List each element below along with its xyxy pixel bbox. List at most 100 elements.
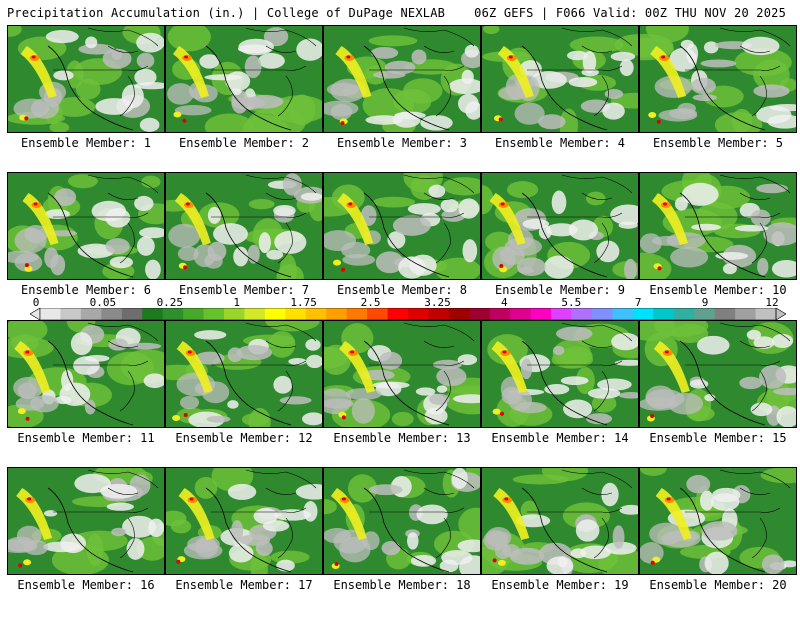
precip-map-canvas	[482, 173, 638, 279]
dry-area	[134, 82, 164, 90]
dry-area	[570, 548, 587, 559]
dry-area	[458, 198, 480, 219]
dry-area	[440, 198, 459, 213]
dry-area	[324, 527, 352, 544]
dry-area	[238, 38, 274, 56]
country-border	[369, 360, 465, 366]
coastline	[435, 370, 451, 412]
ensemble-panel: Ensemble Member: 13	[323, 320, 481, 480]
precip-map	[481, 320, 639, 428]
dry-area	[266, 249, 284, 260]
extreme-precip-core	[664, 350, 669, 354]
dry-area	[45, 30, 79, 44]
coastline	[245, 27, 317, 53]
coastline	[719, 322, 791, 348]
coastline	[363, 192, 450, 278]
precip-map	[323, 320, 481, 428]
dry-area	[553, 345, 565, 356]
colorbar-tick-label: 1.75	[290, 296, 317, 309]
precip-map-canvas	[324, 468, 480, 574]
dry-area	[282, 173, 302, 196]
dry-area	[179, 395, 200, 410]
dry-area	[44, 247, 59, 269]
member-caption: Ensemble Member: 11	[17, 431, 155, 445]
dry-area	[759, 365, 787, 389]
colorbar-tick-label: 0	[32, 296, 40, 309]
dry-area	[756, 183, 788, 194]
extreme-precip-spot	[24, 263, 29, 268]
colorbar-segment	[592, 308, 613, 320]
ensemble-panel: Ensemble Member: 15	[639, 320, 797, 480]
dry-area	[279, 396, 312, 405]
colorbar-segment	[101, 308, 123, 320]
coastline	[521, 487, 608, 573]
dry-area	[306, 354, 322, 369]
coastline	[403, 469, 475, 495]
ensemble-panel: Ensemble Member: 12	[165, 320, 323, 480]
heavy-precip-band	[491, 341, 528, 393]
dry-area	[773, 387, 796, 396]
colorbar-segment	[510, 308, 532, 320]
dry-area	[387, 231, 406, 249]
dry-area	[757, 257, 769, 276]
member-caption: Ensemble Member: 12	[175, 431, 313, 445]
precip-map-canvas	[640, 321, 796, 427]
member-caption: Ensemble Member: 14	[491, 431, 629, 445]
dry-area	[551, 190, 567, 215]
colorbar-segment	[264, 308, 286, 320]
dry-area	[681, 182, 719, 206]
precip-map-canvas	[166, 173, 322, 279]
dry-area	[704, 551, 729, 574]
colorbar-segment	[367, 308, 389, 320]
dry-area	[696, 335, 730, 355]
moderate-precip-area	[136, 536, 164, 561]
extreme-precip-core	[662, 202, 667, 206]
extreme-precip-spot	[183, 265, 188, 270]
dry-area	[530, 71, 567, 89]
coastline	[561, 174, 633, 200]
coastline	[521, 340, 608, 426]
colorbar-tick-label: 12	[765, 296, 779, 309]
moderate-precip-area	[347, 474, 378, 503]
dry-area	[581, 68, 599, 77]
colorbar-segment	[346, 308, 368, 320]
dry-area	[624, 258, 637, 279]
colorbar-segment	[673, 308, 695, 320]
heavy-precip-band	[14, 341, 51, 393]
dry-area	[451, 468, 468, 489]
dry-area	[213, 223, 248, 245]
coastline	[205, 45, 292, 131]
colorbar-tick-label: 2.5	[360, 296, 381, 309]
moderate-precip-area	[734, 48, 792, 77]
coastline	[205, 487, 292, 573]
coastline	[751, 222, 767, 264]
dry-area	[105, 238, 130, 255]
heavy-precip-band	[493, 488, 530, 540]
precip-map-canvas	[166, 26, 322, 132]
dry-area	[368, 484, 403, 496]
dry-area	[43, 510, 58, 517]
heavy-precip-band	[653, 341, 690, 393]
dry-area	[370, 46, 399, 59]
dry-area	[236, 345, 273, 361]
moderate-precip-area	[141, 175, 161, 189]
coastline	[561, 469, 633, 495]
dry-area	[567, 50, 588, 61]
precip-map-canvas	[324, 26, 480, 132]
moderate-precip-area	[640, 468, 667, 476]
dry-area	[619, 504, 638, 515]
dry-area	[763, 222, 796, 246]
coastline	[403, 27, 475, 53]
dry-area	[514, 102, 545, 125]
dry-area	[296, 38, 322, 61]
precip-map	[323, 467, 481, 575]
extreme-precip-core	[348, 202, 353, 206]
precip-map-canvas	[482, 468, 638, 574]
colorbar-segment	[551, 308, 573, 320]
dry-area	[670, 246, 709, 268]
moderate-precip-area	[248, 407, 271, 427]
colorbar-segment	[714, 308, 736, 320]
dry-area	[145, 259, 161, 279]
dry-area	[522, 218, 550, 230]
country-border	[369, 507, 465, 513]
